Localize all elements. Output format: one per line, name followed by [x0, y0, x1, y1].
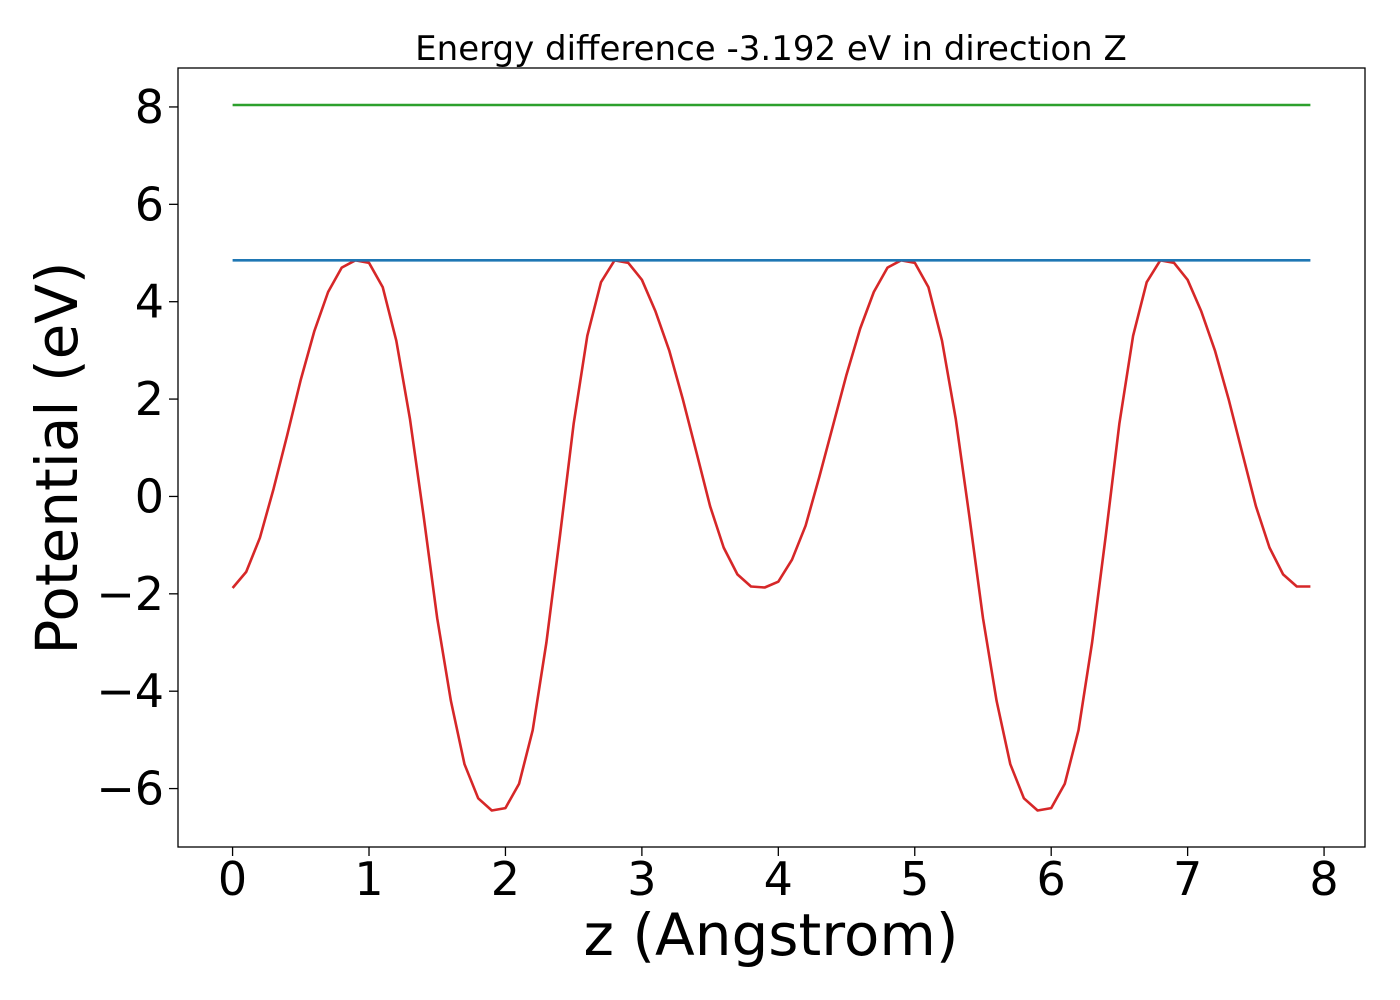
- y-tick-label: −2: [96, 567, 164, 621]
- x-tick-label: 4: [764, 852, 793, 906]
- x-tick-label: 2: [491, 852, 520, 906]
- y-tick-label: −4: [96, 664, 164, 718]
- x-tick-label: 3: [627, 852, 656, 906]
- potential-series-line: [231, 258, 1311, 812]
- x-tick-label: 6: [1037, 852, 1066, 906]
- chart-title: Energy difference -3.192 eV in direction…: [415, 29, 1127, 69]
- y-tick-label: 2: [135, 372, 164, 426]
- x-tick-label: 8: [1309, 852, 1338, 906]
- x-tick-label: 5: [900, 852, 929, 906]
- series-group: [231, 103, 1311, 812]
- x-axis-ticks: 0 1 2 3 4 5 6 7 8: [218, 847, 1339, 906]
- y-axis-label: Potential (eV): [23, 261, 91, 654]
- y-axis-ticks: −6 −4 −2 0 2 4 6 8: [96, 80, 178, 816]
- plot-frame: [177, 67, 1366, 848]
- y-tick-label: 4: [135, 275, 164, 329]
- x-tick-label: 0: [218, 852, 247, 906]
- y-tick-label: −6: [96, 762, 164, 816]
- x-tick-label: 7: [1173, 852, 1202, 906]
- y-tick-label: 8: [135, 80, 164, 134]
- y-tick-label: 6: [135, 177, 164, 231]
- y-tick-label: 0: [135, 469, 164, 523]
- x-axis-label: z (Angstrom): [584, 901, 959, 969]
- x-tick-label: 1: [354, 852, 383, 906]
